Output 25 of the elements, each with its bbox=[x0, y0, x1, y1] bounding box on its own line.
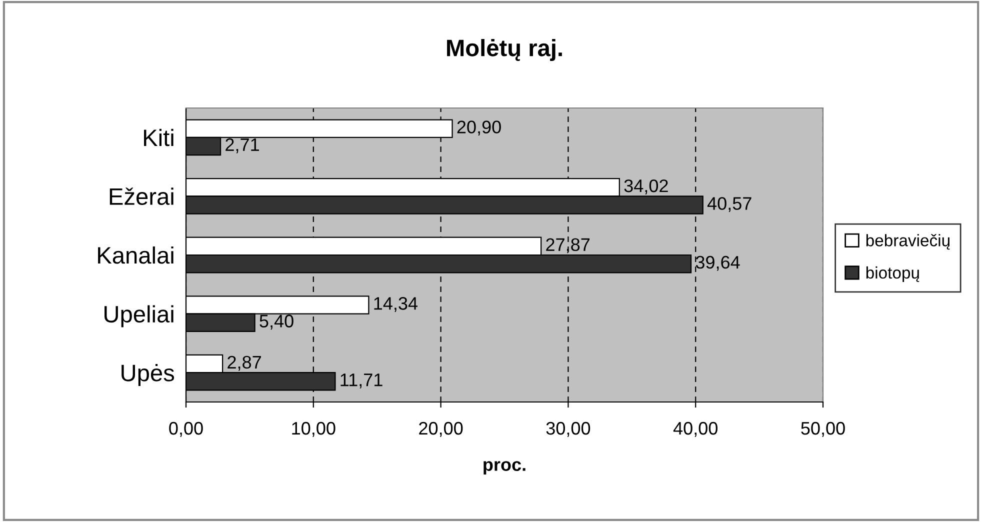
data-label: 20,90 bbox=[457, 120, 501, 136]
data-label: 2,71 bbox=[226, 138, 259, 154]
y-tick-label: Ežerai bbox=[110, 188, 174, 205]
x-tick-label: 10,00 bbox=[292, 422, 336, 437]
y-tick-label: Kanalai bbox=[98, 246, 174, 264]
data-label: 40,57 bbox=[707, 197, 752, 212]
data-label: 27,87 bbox=[546, 238, 590, 254]
y-tick-label: Upės bbox=[122, 364, 174, 386]
data-label: 11,71 bbox=[340, 374, 382, 388]
data-label: 5,40 bbox=[260, 314, 294, 330]
y-tick-label: Upeliai bbox=[104, 305, 174, 328]
x-tick-label: 20,00 bbox=[419, 422, 463, 437]
data-label: 14,34 bbox=[374, 297, 418, 312]
x-tick-label: 0,00 bbox=[169, 422, 203, 437]
legend-label: biotopų bbox=[866, 266, 920, 282]
data-label: 39,64 bbox=[696, 256, 740, 271]
data-label: 34,02 bbox=[624, 179, 668, 194]
y-tick-label: Kiti bbox=[144, 128, 174, 146]
x-tick-label: 50,00 bbox=[801, 422, 845, 437]
x-tick-label: 30,00 bbox=[546, 422, 590, 437]
legend-label: bebraviečių bbox=[866, 234, 950, 250]
x-tick-label: 40,00 bbox=[673, 422, 718, 437]
chart-title: Molėtų raj. bbox=[447, 38, 562, 62]
x-axis-title: proc. bbox=[484, 461, 526, 475]
data-label: 2,87 bbox=[228, 356, 261, 371]
